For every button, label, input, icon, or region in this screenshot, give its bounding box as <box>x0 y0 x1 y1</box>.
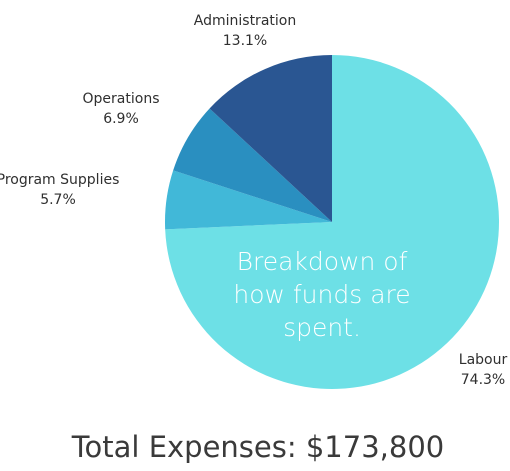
center-text-line-3: spent. <box>283 313 361 342</box>
slice-category-label: Program Supplies <box>0 172 119 188</box>
pie-slice-labour <box>165 55 499 389</box>
pie-slice-program-supplies <box>164 170 332 230</box>
pie-slice-administration <box>209 55 332 222</box>
slice-value-label: 74.3% <box>461 372 505 388</box>
total-expenses: Total Expenses: $173,800 <box>71 430 444 464</box>
pie-labels: Labour 74.3% Program Supplies 5.7% Operation… <box>0 13 507 388</box>
slice-value-label: 6.9% <box>103 111 139 127</box>
center-text-line-2: how funds are <box>233 280 410 309</box>
slice-category-label: Labour <box>459 352 508 368</box>
pie-slices <box>164 55 499 389</box>
slice-category-label: Operations <box>83 91 160 107</box>
center-text-line-1: Breakdown of <box>237 247 408 276</box>
slice-value-label: 5.7% <box>40 192 76 208</box>
slice-value-label: 13.1% <box>223 33 267 49</box>
pie-slice-operations <box>173 108 332 222</box>
slice-category-label: Administration <box>194 13 296 29</box>
